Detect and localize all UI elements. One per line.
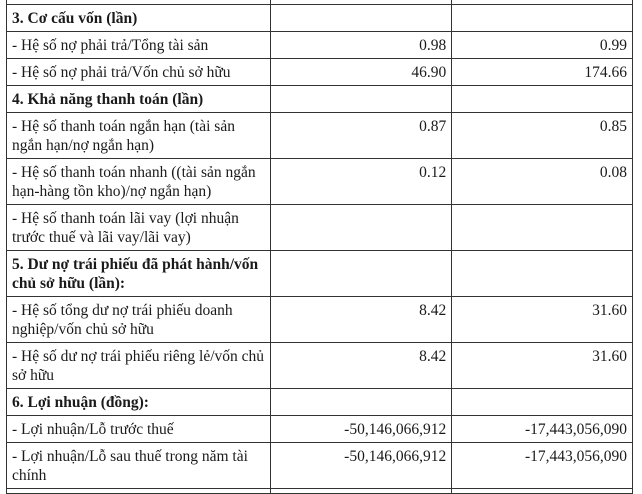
row-label: 4. Khả năng thanh toán (lần) <box>5 85 272 113</box>
section-header-row: 4. Khả năng thanh toán (lần) <box>5 85 633 113</box>
table-row: - Hệ số tổng dư nợ trái phiếu doanh nghi… <box>5 296 633 343</box>
row-label: - Hệ số nợ phải trả/Vốn chủ sở hữu <box>5 58 272 86</box>
row-label <box>5 488 272 494</box>
section-header-row: 5. Dư nợ trái phiếu đã phát hành/vốn chủ… <box>5 250 633 297</box>
value-col-2: 174.66 <box>451 58 633 86</box>
row-label: 6. Lợi nhuận (đồng): <box>5 388 272 416</box>
table-row: - Hệ số thanh toán ngắn hạn (tài sản ngắ… <box>5 112 633 159</box>
value-col-2: -17,443,056,090 <box>451 442 633 489</box>
value-col-1 <box>270 488 453 494</box>
row-label: - Hệ số dư nợ trái phiếu riêng lẻ/vốn ch… <box>5 342 272 389</box>
table-row: - Lợi nhuận/Lỗ trước thuế -50,146,066,912… <box>5 415 633 443</box>
value-col-2 <box>451 85 633 113</box>
value-col-1 <box>270 204 453 251</box>
value-col-2 <box>451 4 633 32</box>
value-col-2: -17,443,056,090 <box>451 415 633 443</box>
value-col-1: 8.42 <box>270 342 453 389</box>
row-label: 5. Dư nợ trái phiếu đã phát hành/vốn chủ… <box>5 250 272 297</box>
financial-ratios-table: 3. Cơ cấu vốn (lần) - Hệ số nợ phải trả/T… <box>5 0 633 494</box>
section-header-row: 3. Cơ cấu vốn (lần) <box>5 4 633 32</box>
table-row <box>5 488 633 494</box>
row-label: - Lợi nhuận/Lỗ sau thuế trong năm tài ch… <box>5 442 272 489</box>
row-label: 3. Cơ cấu vốn (lần) <box>5 4 272 32</box>
value-col-2 <box>451 204 633 251</box>
row-label: - Hệ số thanh toán lãi vay (lợi nhuận tr… <box>5 204 272 251</box>
section-header-row: 6. Lợi nhuận (đồng): <box>5 388 633 416</box>
table-row: - Hệ số dư nợ trái phiếu riêng lẻ/vốn ch… <box>5 342 633 389</box>
value-col-2: 31.60 <box>451 296 633 343</box>
value-col-1 <box>270 85 453 113</box>
value-col-1: -50,146,066,912 <box>270 442 453 489</box>
row-label: - Hệ số tổng dư nợ trái phiếu doanh nghi… <box>5 296 272 343</box>
value-col-1: -50,146,066,912 <box>270 415 453 443</box>
table-row: - Lợi nhuận/Lỗ sau thuế trong năm tài ch… <box>5 442 633 489</box>
value-col-1: 0.87 <box>270 112 453 159</box>
value-col-1 <box>270 4 453 32</box>
table-row: - Hệ số thanh toán lãi vay (lợi nhuận tr… <box>5 204 633 251</box>
row-label: - Lợi nhuận/Lỗ trước thuế <box>5 415 272 443</box>
table-row: - Hệ số thanh toán nhanh ((tài sản ngắn … <box>5 158 633 205</box>
value-col-2: 31.60 <box>451 342 633 389</box>
value-col-1 <box>270 388 453 416</box>
row-label: - Hệ số thanh toán nhanh ((tài sản ngắn … <box>5 158 272 205</box>
value-col-1: 0.98 <box>270 31 453 59</box>
value-col-1: 8.42 <box>270 296 453 343</box>
row-label: - Hệ số thanh toán ngắn hạn (tài sản ngắ… <box>5 112 272 159</box>
value-col-2: 0.99 <box>451 31 633 59</box>
value-col-2 <box>451 250 633 297</box>
value-col-1: 46.90 <box>270 58 453 86</box>
table-row: - Hệ số nợ phải trả/Tổng tài sản 0.98 0.99 <box>5 31 633 59</box>
value-col-2: 0.85 <box>451 112 633 159</box>
value-col-2: 0.08 <box>451 158 633 205</box>
table-row: - Hệ số nợ phải trả/Vốn chủ sở hữu 46.90 1… <box>5 58 633 86</box>
value-col-2 <box>451 388 633 416</box>
value-col-1 <box>270 250 453 297</box>
value-col-2 <box>451 488 633 494</box>
value-col-1: 0.12 <box>270 158 453 205</box>
row-label: - Hệ số nợ phải trả/Tổng tài sản <box>5 31 272 59</box>
